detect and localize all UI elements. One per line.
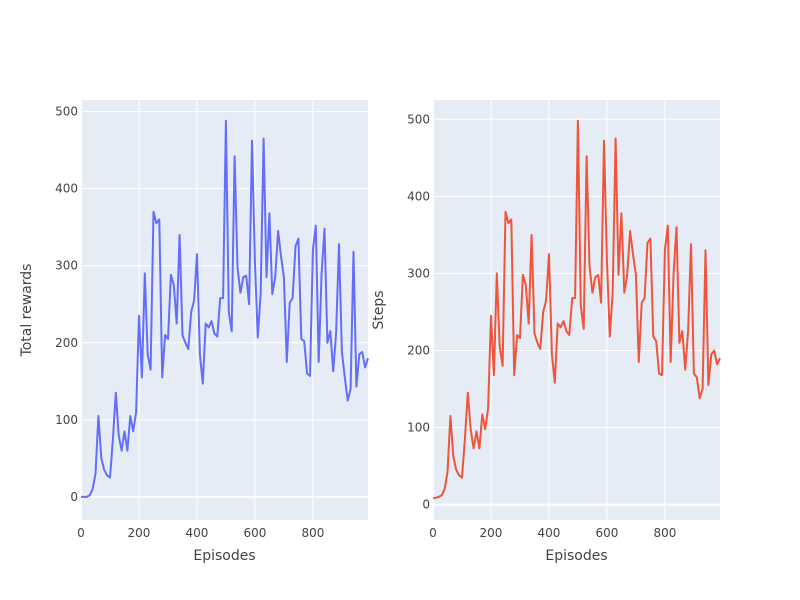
x-tick-label: 0 [77, 526, 85, 540]
x-axis-label-rewards: Episodes [193, 548, 255, 564]
y-tick-label: 200 [407, 343, 430, 357]
x-tick-label: 400 [538, 526, 561, 540]
y-tick-label: 400 [55, 182, 78, 196]
gridlines-steps [432, 100, 720, 520]
y-ticks-steps: 0 100 200 300 400 500 [407, 112, 430, 511]
x-tick-label: 600 [243, 526, 266, 540]
x-tick-label: 200 [480, 526, 503, 540]
y-tick-label: 400 [407, 189, 430, 203]
y-tick-label: 300 [55, 259, 78, 273]
y-tick-label: 100 [407, 421, 430, 435]
y-ticks-rewards: 0 100 200 300 400 500 [55, 105, 78, 504]
x-tick-label: 400 [186, 526, 209, 540]
x-tick-label: 800 [653, 526, 676, 540]
x-tick-label: 800 [301, 526, 324, 540]
series-line [81, 119, 369, 498]
x-tick-label: 200 [128, 526, 151, 540]
y-tick-label: 0 [422, 498, 430, 512]
y-tick-label: 0 [70, 490, 78, 504]
y-tick-label: 200 [55, 336, 78, 350]
x-tick-label: 0 [429, 526, 437, 540]
x-ticks-steps: 0 200 400 600 800 [429, 526, 676, 540]
series-line [432, 119, 721, 500]
y-tick-label: 100 [55, 413, 78, 427]
y-tick-label: 300 [407, 266, 430, 280]
series-rewards [81, 119, 369, 498]
y-axis-label-rewards: Total rewards [19, 264, 35, 358]
x-axis-label-steps: Episodes [545, 548, 607, 564]
x-ticks-rewards: 0 200 400 600 800 [77, 526, 324, 540]
x-tick-label: 600 [595, 526, 618, 540]
y-tick-label: 500 [55, 105, 78, 119]
series-steps [432, 119, 721, 500]
y-tick-label: 500 [407, 112, 430, 126]
y-axis-label-steps: Steps [371, 290, 387, 329]
